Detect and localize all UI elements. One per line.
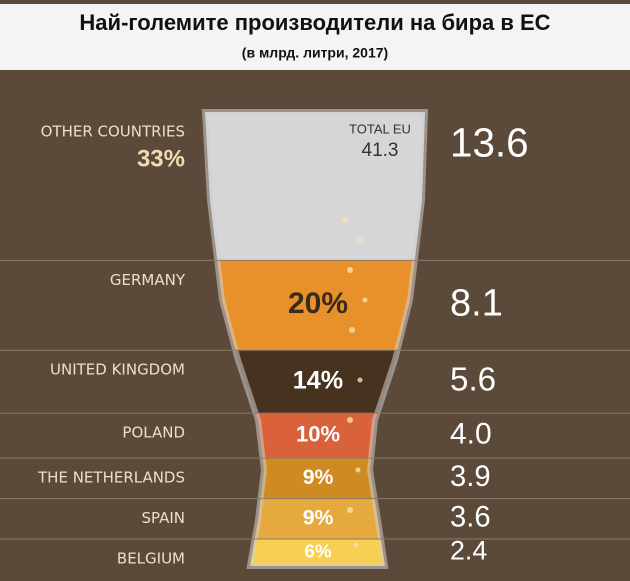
category-label: POLAND xyxy=(122,424,185,442)
category-label: GERMANY xyxy=(110,271,186,289)
share-label: 10% xyxy=(296,421,340,446)
value-label: 13.6 xyxy=(450,120,529,166)
share-label: 14% xyxy=(293,366,343,394)
value-label: 3.9 xyxy=(450,461,491,493)
bubbles xyxy=(342,217,368,548)
category-label: UNITED KINGDOM xyxy=(50,361,185,379)
total-label: TOTAL EU xyxy=(349,121,411,136)
category-label: SPAIN xyxy=(141,509,185,527)
category-label: THE NETHERLANDS xyxy=(37,469,185,487)
total-value: 41.3 xyxy=(362,140,399,161)
share-label: 6% xyxy=(304,540,331,561)
share-label: 20% xyxy=(288,287,348,320)
chart-subtitle: (в млрд. литри, 2017) xyxy=(242,45,388,61)
share-label: 9% xyxy=(303,506,334,529)
value-label: 4.0 xyxy=(450,418,492,451)
chart-title: Най-големите производители на бира в ЕС xyxy=(79,10,550,35)
share-label: 9% xyxy=(303,466,334,489)
glass-outline xyxy=(201,109,429,569)
value-label: 2.4 xyxy=(450,536,487,566)
title-band xyxy=(0,4,630,70)
share-label: 33% xyxy=(137,145,185,172)
glass-layer xyxy=(205,260,425,351)
value-label: 3.6 xyxy=(450,502,491,534)
value-label: 8.1 xyxy=(450,282,503,324)
glass-layer xyxy=(205,112,425,261)
value-label: 5.6 xyxy=(450,361,496,398)
category-label: OTHER COUNTRIES xyxy=(41,123,185,141)
category-label: BELGIUM xyxy=(117,550,185,568)
